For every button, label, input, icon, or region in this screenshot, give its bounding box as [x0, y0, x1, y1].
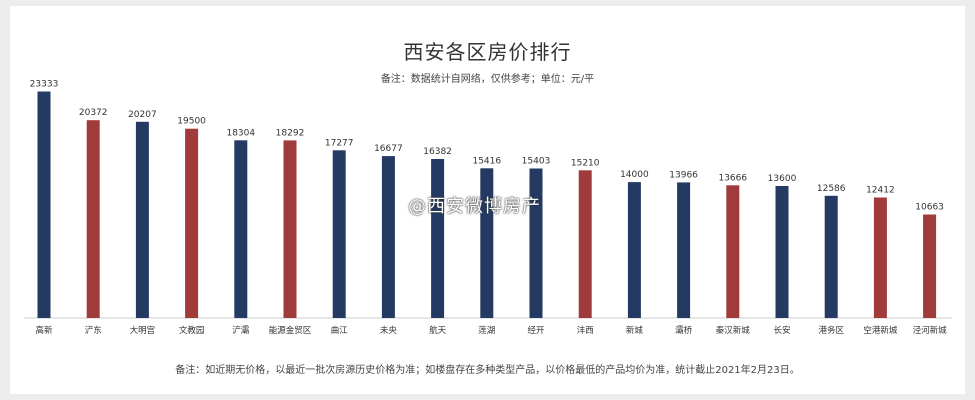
- data-label: 16677: [374, 144, 403, 154]
- x-tick-label: 港务区: [818, 325, 844, 336]
- data-label: 13666: [718, 173, 747, 183]
- bar: [529, 168, 543, 318]
- x-tick-label: 文教园: [179, 325, 205, 336]
- x-tick-label: 莲湖: [478, 325, 495, 336]
- x-tick-label: 经开: [527, 325, 545, 336]
- x-tick-label: 灞桥: [675, 325, 693, 336]
- data-label: 14000: [620, 170, 649, 180]
- bar: [627, 182, 641, 318]
- data-label: 15210: [571, 158, 600, 168]
- chart-title: 西安各区房价排行: [403, 40, 572, 64]
- bar: [381, 156, 395, 318]
- x-tick-label: 浐东: [85, 325, 102, 336]
- data-label: 10663: [915, 203, 944, 213]
- x-tick-label: 能源金贸区: [269, 325, 312, 336]
- x-tick-label: 泾河新城: [913, 325, 948, 336]
- bar: [185, 128, 199, 318]
- bar: [677, 182, 691, 318]
- data-label: 18292: [276, 128, 305, 138]
- x-tick-label: 航天: [429, 325, 447, 336]
- data-label: 12586: [817, 184, 846, 194]
- data-label: 12412: [866, 186, 895, 196]
- data-label: 13966: [669, 170, 698, 180]
- x-tick-label: 沣西: [577, 325, 594, 336]
- chart-footnote: 备注：如近期无价格，以最近一批次房源历史价格为准；如楼盘存在多种类型产品，以价格…: [175, 365, 800, 376]
- bar: [37, 91, 51, 318]
- data-label: 20207: [128, 110, 157, 120]
- x-tick-label: 浐灞: [232, 325, 250, 336]
- data-label: 20372: [79, 108, 108, 118]
- data-label: 15403: [522, 157, 551, 167]
- bar: [135, 121, 149, 318]
- bar: [726, 185, 740, 318]
- bar: [775, 186, 789, 318]
- bar: [283, 140, 297, 318]
- x-tick-label: 未央: [380, 325, 398, 336]
- x-tick-label: 曲江: [331, 325, 349, 336]
- data-label: 23333: [30, 80, 59, 90]
- x-tick-label: 长安: [773, 325, 790, 336]
- bar: [824, 195, 838, 318]
- x-tick-label: 秦汉新城: [716, 325, 751, 336]
- weibo-watermark: @西安微博房产: [408, 196, 541, 217]
- bar: [86, 120, 100, 318]
- bar: [923, 214, 937, 318]
- bar: [480, 168, 494, 318]
- bar: [234, 140, 248, 318]
- data-label: 19500: [177, 117, 206, 127]
- chart-subtitle: 备注：数据统计自网络，仅供参考；单位：元/平: [380, 74, 595, 85]
- data-label: 18304: [226, 128, 255, 138]
- data-label: 16382: [423, 147, 452, 157]
- bar: [431, 159, 445, 318]
- data-label: 17277: [325, 138, 354, 148]
- data-label: 13600: [768, 174, 797, 184]
- bar: [578, 170, 592, 318]
- x-tick-label: 高新: [35, 325, 53, 336]
- x-tick-label: 空港新城: [863, 325, 898, 336]
- x-tick-label: 新城: [626, 325, 644, 336]
- bar: [873, 197, 887, 318]
- x-tick-label: 大明宫: [130, 325, 156, 336]
- bar: [332, 150, 346, 318]
- data-label: 15416: [472, 156, 501, 166]
